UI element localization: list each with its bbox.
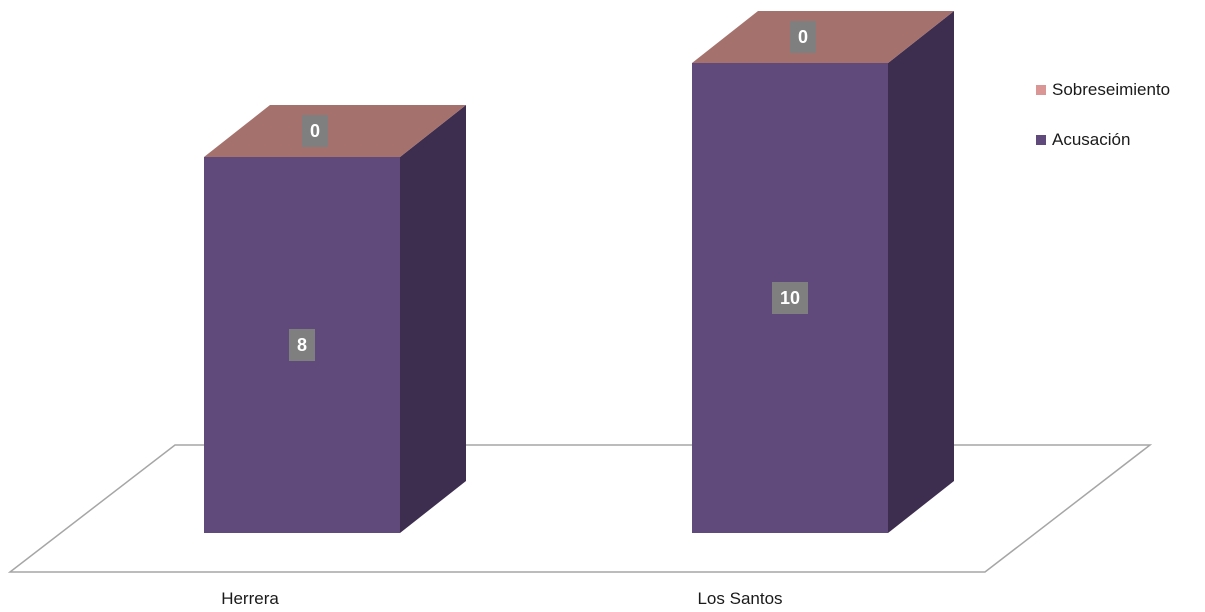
floor-plane bbox=[7, 444, 1153, 573]
legend-label-acusacion: Acusación bbox=[1052, 130, 1131, 149]
data-label-acusacion-herrera: 8 bbox=[297, 335, 307, 355]
bar-top-herrera bbox=[204, 105, 466, 157]
category-label-los-santos: Los Santos bbox=[697, 589, 782, 608]
data-label-box-acusacion-herrera bbox=[289, 329, 315, 361]
data-label-box-sobreseimiento-los-santos bbox=[790, 21, 816, 53]
data-label-sobreseimiento-los-santos: 0 bbox=[798, 27, 808, 47]
legend-item-acusacion: Acusación bbox=[1036, 130, 1170, 150]
legend-swatch-sobreseimiento bbox=[1036, 85, 1046, 95]
data-label-box-acusacion-los-santos bbox=[772, 282, 808, 314]
legend-swatch-acusacion bbox=[1036, 135, 1046, 145]
data-label-sobreseimiento-herrera: 0 bbox=[310, 121, 320, 141]
bar-side-herrera bbox=[400, 105, 466, 533]
bar-side-los-santos bbox=[888, 11, 954, 533]
bars bbox=[204, 11, 954, 533]
legend-item-sobreseimiento: Sobreseimiento bbox=[1036, 80, 1170, 100]
bar-top-los-santos bbox=[692, 11, 954, 63]
category-labels: Herrera Los Santos bbox=[221, 589, 782, 608]
category-label-herrera: Herrera bbox=[221, 589, 279, 608]
data-label-box-sobreseimiento-herrera bbox=[302, 115, 328, 147]
data-label-acusacion-los-santos: 10 bbox=[780, 288, 800, 308]
legend-label-sobreseimiento: Sobreseimiento bbox=[1052, 80, 1171, 99]
legend: Sobreseimiento Acusación bbox=[1036, 80, 1170, 180]
data-labels: 8 0 10 0 bbox=[289, 21, 816, 361]
